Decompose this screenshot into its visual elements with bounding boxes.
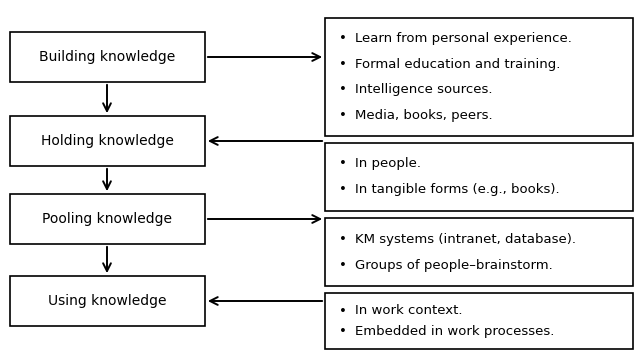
Text: Using knowledge: Using knowledge [48,294,167,308]
Text: Embedded in work processes.: Embedded in work processes. [355,325,555,337]
Text: •: • [339,58,347,71]
Text: Learn from personal experience.: Learn from personal experience. [355,32,572,45]
Text: Pooling knowledge: Pooling knowledge [42,212,173,226]
Bar [10,116,205,166]
Text: •: • [339,83,347,96]
Text: •: • [339,233,347,246]
Text: •: • [339,325,347,337]
Text: •: • [339,158,347,171]
Bar [10,276,205,326]
Text: •: • [339,32,347,45]
Text: •: • [339,183,347,196]
Text: Groups of people–brainstorm.: Groups of people–brainstorm. [355,258,553,272]
Text: In tangible forms (e.g., books).: In tangible forms (e.g., books). [355,183,560,196]
Text: Holding knowledge: Holding knowledge [41,134,174,148]
Text: KM systems (intranet, database).: KM systems (intranet, database). [355,233,576,246]
Bar [10,194,205,244]
Text: In people.: In people. [355,158,421,171]
Text: •: • [339,258,347,272]
Text: •: • [339,304,347,318]
Text: In work context.: In work context. [355,304,462,318]
Bar [325,218,633,286]
Text: Formal education and training.: Formal education and training. [355,58,560,71]
Bar [325,18,633,136]
Text: •: • [339,109,347,122]
Bar [325,293,633,349]
Text: Building knowledge: Building knowledge [39,50,176,64]
Bar [10,32,205,82]
Text: Media, books, peers.: Media, books, peers. [355,109,492,122]
Bar [325,143,633,211]
Text: Intelligence sources.: Intelligence sources. [355,83,492,96]
